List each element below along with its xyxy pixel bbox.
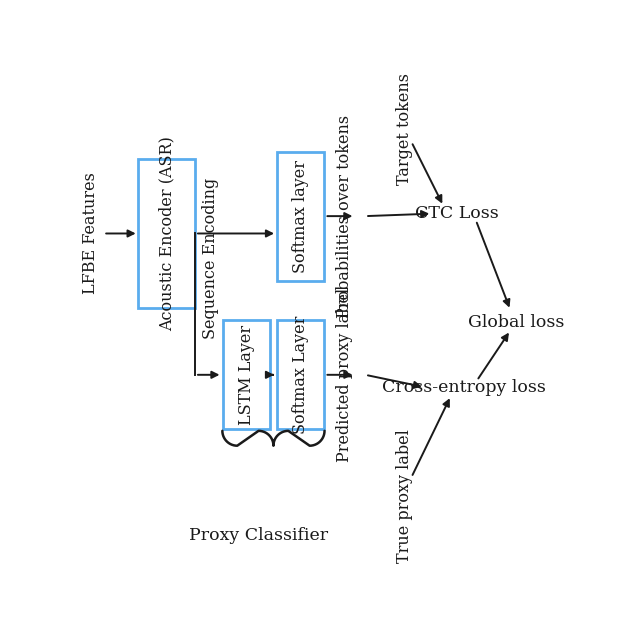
Text: Proxy Classifier: Proxy Classifier — [189, 527, 328, 544]
Text: True proxy label: True proxy label — [396, 430, 413, 564]
Text: CTC Loss: CTC Loss — [415, 205, 499, 222]
Text: LSTM Layer: LSTM Layer — [237, 325, 255, 425]
FancyBboxPatch shape — [223, 320, 269, 430]
Text: Sequence Encoding: Sequence Encoding — [202, 178, 219, 339]
FancyBboxPatch shape — [277, 152, 324, 281]
Text: Acoustic Encoder (ASR): Acoustic Encoder (ASR) — [158, 136, 175, 331]
Text: Cross-entropy loss: Cross-entropy loss — [383, 379, 547, 395]
Text: Target tokens: Target tokens — [396, 73, 413, 185]
Text: Softmax Layer: Softmax Layer — [292, 316, 309, 434]
Text: Predicted proxy label: Predicted proxy label — [337, 288, 353, 462]
Text: LFBE Features: LFBE Features — [83, 173, 99, 294]
FancyBboxPatch shape — [277, 320, 324, 430]
Text: Global loss: Global loss — [468, 314, 564, 331]
FancyBboxPatch shape — [138, 159, 195, 308]
Text: Probabilities over tokens: Probabilities over tokens — [337, 115, 353, 317]
Text: Softmax layer: Softmax layer — [292, 160, 309, 272]
